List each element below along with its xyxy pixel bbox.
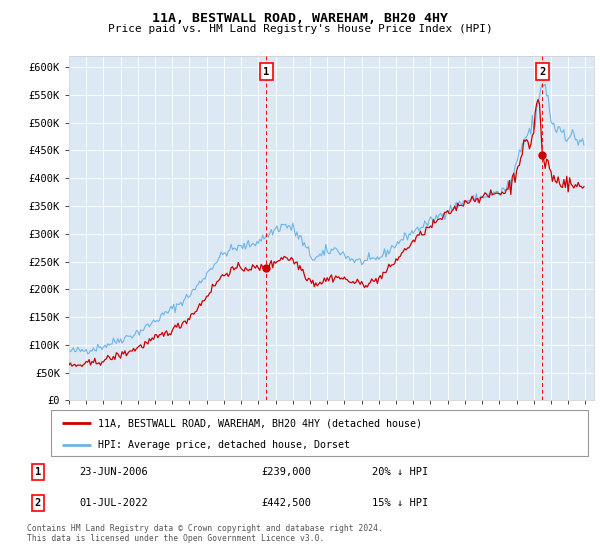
Text: 11A, BESTWALL ROAD, WAREHAM, BH20 4HY: 11A, BESTWALL ROAD, WAREHAM, BH20 4HY [152, 12, 448, 25]
Text: 1: 1 [35, 467, 41, 477]
Text: £239,000: £239,000 [262, 467, 311, 477]
FancyBboxPatch shape [51, 410, 588, 456]
Text: 15% ↓ HPI: 15% ↓ HPI [372, 498, 428, 508]
Text: 2: 2 [35, 498, 41, 508]
Text: 1: 1 [263, 67, 269, 77]
Text: 20% ↓ HPI: 20% ↓ HPI [372, 467, 428, 477]
Text: 2: 2 [539, 67, 545, 77]
Text: 23-JUN-2006: 23-JUN-2006 [79, 467, 148, 477]
Text: 11A, BESTWALL ROAD, WAREHAM, BH20 4HY (detached house): 11A, BESTWALL ROAD, WAREHAM, BH20 4HY (d… [98, 418, 422, 428]
Text: Contains HM Land Registry data © Crown copyright and database right 2024.
This d: Contains HM Land Registry data © Crown c… [27, 524, 383, 543]
Text: HPI: Average price, detached house, Dorset: HPI: Average price, detached house, Dors… [98, 440, 350, 450]
Text: £442,500: £442,500 [262, 498, 311, 508]
Text: 01-JUL-2022: 01-JUL-2022 [79, 498, 148, 508]
Text: Price paid vs. HM Land Registry's House Price Index (HPI): Price paid vs. HM Land Registry's House … [107, 24, 493, 34]
